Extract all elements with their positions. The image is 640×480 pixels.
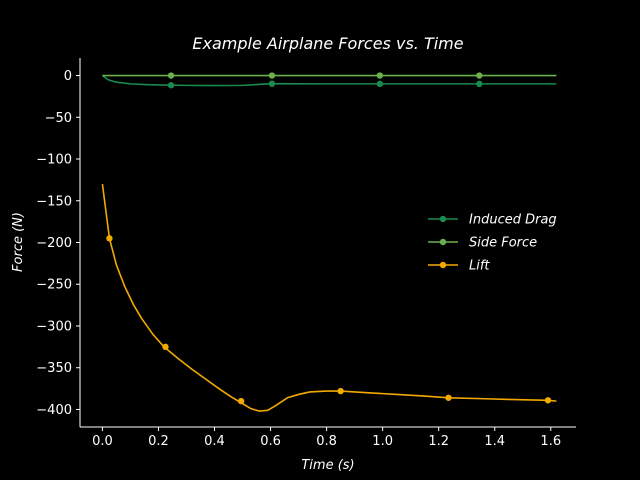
x-axis-label: Time (s): [301, 458, 354, 473]
y-tick-label: −350: [36, 361, 72, 376]
data-point-lift: [544, 397, 552, 404]
data-point-induced-drag: [476, 80, 483, 88]
x-tick-label: 1.4: [484, 434, 505, 449]
legend-marker-side-force: [439, 238, 447, 246]
data-point-induced-drag: [268, 80, 276, 87]
axes: 0.0 0.2 0.4 0.6 0.8 1.0 1.2 1.4 1.6 0 −50 −100 −150 −…: [36, 58, 576, 449]
legend-label-induced-drag: Induced Drag: [469, 213, 557, 228]
data-point-lift: [337, 387, 344, 395]
y-tick-label: −50: [45, 111, 72, 126]
y-tick-label: −200: [36, 236, 72, 251]
data-point-side-force: [167, 72, 175, 79]
y-tick-label: −100: [36, 153, 72, 168]
data-point-lift: [445, 394, 452, 401]
series-line-induced-drag: [101, 74, 557, 87]
chart-title: Example Airplane Forces vs. Time: [192, 34, 463, 53]
data-point-lift: [162, 343, 169, 351]
data-point-induced-drag: [376, 80, 384, 88]
data-point-induced-drag: [167, 82, 175, 89]
legend: Induced Drag Side Force Lift: [428, 213, 557, 274]
data-point-side-force: [476, 72, 483, 79]
x-tick-label: 0.6: [260, 434, 281, 449]
x-tick-label: 1.0: [372, 434, 393, 449]
y-tick-label: −150: [36, 194, 72, 209]
legend-label-side-force: Side Force: [469, 236, 537, 251]
y-axis-label: Force (N): [11, 212, 26, 272]
x-tick-label: 0.8: [316, 434, 337, 449]
data-point-side-force: [376, 72, 384, 79]
x-tick-label: 0.0: [92, 434, 113, 449]
legend-marker-induced-drag: [439, 215, 447, 223]
series-line-lift: [101, 183, 557, 412]
legend-label-lift: Lift: [469, 259, 490, 274]
y-tick-label: 0: [64, 69, 72, 84]
y-tick-label: −300: [36, 319, 72, 334]
x-tick-label: 0.2: [148, 434, 169, 449]
y-tick-label: −400: [36, 403, 72, 418]
data-point-lift: [237, 397, 245, 405]
x-tick-label: 1.6: [540, 434, 561, 449]
data-point-side-force: [268, 72, 276, 79]
data-point-lift: [106, 235, 113, 242]
series-layer: [101, 72, 557, 412]
x-tick-label: 0.4: [204, 434, 225, 449]
x-tick-label: 1.2: [428, 434, 449, 449]
y-tick-label: −250: [36, 278, 72, 293]
legend-marker-lift: [439, 261, 447, 269]
